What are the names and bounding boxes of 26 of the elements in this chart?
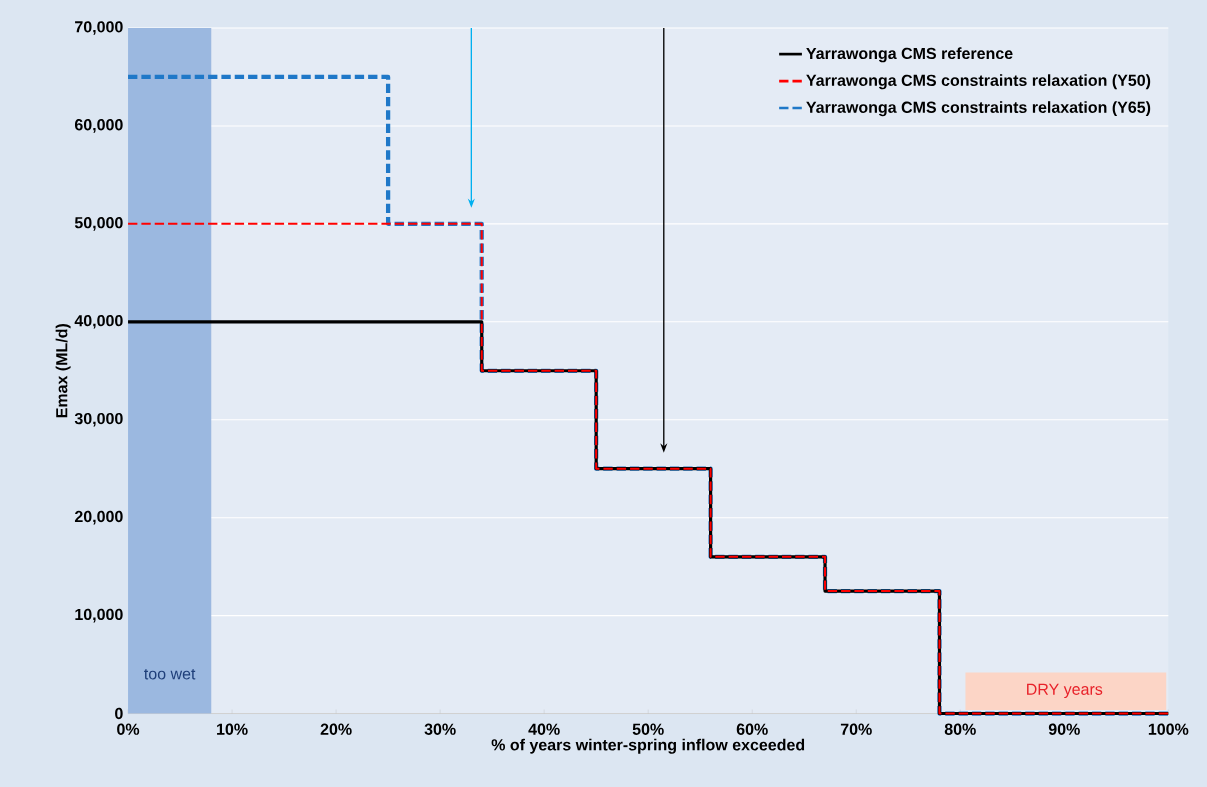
y-tick-label: 50,000 — [74, 217, 123, 231]
x-tick-label: 50% — [632, 723, 664, 735]
legend-label: Yarrawonga CMS constraints relaxation (Y65) — [806, 101, 1151, 117]
annotation: DRY years — [1027, 683, 1103, 699]
y-tick-label: 60,000 — [74, 119, 123, 133]
y-tick-label: 40,000 — [74, 315, 123, 329]
x-tick-label: 80% — [944, 723, 976, 735]
y-tick-label: 10,000 — [75, 608, 123, 623]
x-tick-label: 0% — [117, 723, 140, 735]
x-tick-label: 40% — [528, 723, 560, 735]
x-axis-title: % of years winter-spring inflow exceeded — [491, 738, 805, 754]
x-tick-label: 70% — [840, 723, 872, 735]
x-tick-label: 90% — [1048, 723, 1080, 735]
y-tick-label: 0 — [115, 707, 123, 720]
band-label: too wet — [144, 669, 196, 680]
y-tick-label: 70,000 — [75, 21, 123, 35]
y-axis-title: Emax (ML/d) — [55, 324, 71, 418]
y-tick-label: 20,000 — [74, 510, 123, 525]
x-tick-label: 60% — [736, 723, 768, 735]
legend-label: Yarrawonga CMS reference — [806, 47, 1013, 63]
x-tick-label: 20% — [320, 723, 352, 735]
x-tick-label: 10% — [217, 723, 248, 735]
x-tick-label: 100% — [1148, 723, 1189, 735]
x-tick-label: 30% — [424, 723, 456, 735]
y-tick-label: 30,000 — [74, 412, 123, 427]
legend-label: Yarrawonga CMS constraints relaxation (Y50) — [806, 74, 1151, 90]
